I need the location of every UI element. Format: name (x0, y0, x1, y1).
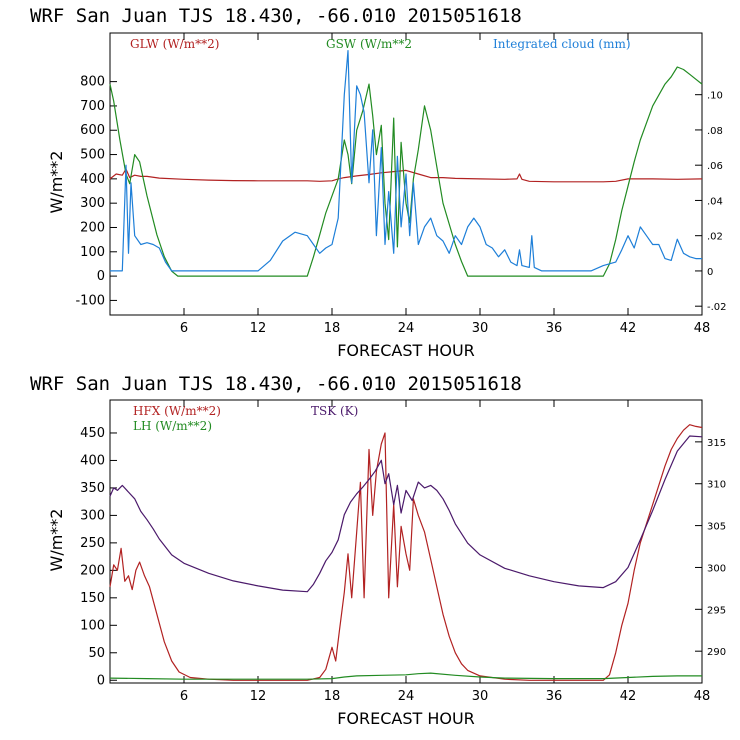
top-x-tick-label: 42 (620, 321, 637, 336)
top-y-tick-label: -100 (75, 293, 105, 308)
top-y-tick-label: 500 (80, 148, 105, 163)
top-y-tick-label: 300 (80, 196, 105, 211)
top-x-tick-label: 36 (546, 321, 563, 336)
top-x-axis-label: FORECAST HOUR (337, 341, 475, 360)
bottom-series-tsk-line (109, 435, 703, 593)
bottom-y2-tick-label: 295 (707, 605, 726, 616)
bottom-x-tick-label: 36 (546, 689, 563, 704)
legend-hfx: HFX (W/m**2) (133, 404, 221, 418)
bottom-y-tick-label: 200 (80, 563, 105, 578)
bottom-x-tick-label: 12 (250, 689, 267, 704)
bottom-series-lh-line (109, 672, 702, 680)
bottom-y-axis-label: W/m**2 (47, 509, 66, 572)
legend-gsw: GSW (W/m**2 (326, 37, 412, 51)
top-x-tick-label: 6 (180, 321, 188, 336)
top-x-tick-label: 24 (398, 321, 415, 336)
top-series-gsw-line (109, 66, 703, 277)
top-x-tick-label: 18 (324, 321, 341, 336)
bottom-y-tick-label: 400 (80, 453, 105, 468)
top-x-tick-label: 30 (472, 321, 489, 336)
bottom-y-tick-label: 100 (80, 618, 105, 633)
bottom-y2-tick-label: 315 (707, 438, 726, 449)
bottom-series-hfx-line (109, 424, 703, 681)
bottom-y2-tick-label: 300 (707, 563, 726, 574)
bottom-y-tick-label: 450 (80, 426, 105, 441)
top-y-tick-label: 600 (80, 123, 105, 138)
bottom-x-tick-label: 30 (472, 689, 489, 704)
bottom-plot-frame (109, 399, 703, 684)
top-y-tick-label: 0 (97, 269, 105, 284)
top-y-tick-label: 700 (80, 99, 105, 114)
top-y-tick-label: 200 (80, 220, 105, 235)
legend-lh: LH (W/m**2) (133, 419, 212, 433)
top-y2-tick-label: 0 (707, 267, 713, 278)
top-x-tick-label: 12 (250, 321, 267, 336)
legend-tsk: TSK (K) (311, 404, 358, 418)
top-y-tick-label: 100 (80, 245, 105, 260)
bottom-y-tick-label: 150 (80, 591, 105, 606)
top-y2-tick-label: .10 (707, 91, 723, 102)
top-chart-title: WRF San Juan TJS 18.430, -66.010 2015051… (30, 5, 522, 27)
bottom-x-tick-label: 42 (620, 689, 637, 704)
bottom-y2-tick-label: 310 (707, 480, 726, 491)
bottom-y-tick-label: 300 (80, 508, 105, 523)
top-x-tick-label: 48 (694, 321, 711, 336)
bottom-y-tick-label: 350 (80, 481, 105, 496)
bottom-y-tick-label: 50 (88, 646, 105, 661)
bottom-x-tick-label: 24 (398, 689, 415, 704)
bottom-y-tick-label: 250 (80, 536, 105, 551)
legend-glw: GLW (W/m**2) (130, 37, 219, 51)
legend-integrated-cloud: Integrated cloud (mm) (493, 37, 631, 51)
bottom-chart-title: WRF San Juan TJS 18.430, -66.010 2015051… (30, 373, 522, 395)
bottom-x-tick-label: 48 (694, 689, 711, 704)
top-y2-tick-label: .04 (707, 196, 723, 207)
top-y2-tick-label: .06 (707, 161, 723, 172)
bottom-y2-tick-label: 305 (707, 522, 726, 533)
top-y-tick-label: 800 (80, 75, 105, 90)
top-series-glw-line (109, 168, 703, 183)
bottom-x-axis-label: FORECAST HOUR (337, 709, 475, 728)
bottom-y2-tick-label: 290 (707, 647, 726, 658)
top-series-integrated-line (110, 49, 702, 272)
top-y2-tick-label: .02 (707, 232, 723, 243)
top-y-tick-label: 400 (80, 172, 105, 187)
bottom-y-tick-label: 0 (97, 673, 105, 688)
top-y2-tick-label: -.02 (707, 302, 727, 313)
top-y2-tick-label: .08 (707, 126, 723, 137)
bottom-x-tick-label: 18 (324, 689, 341, 704)
bottom-x-tick-label: 6 (180, 689, 188, 704)
top-y-axis-label: W/m**2 (47, 151, 66, 214)
